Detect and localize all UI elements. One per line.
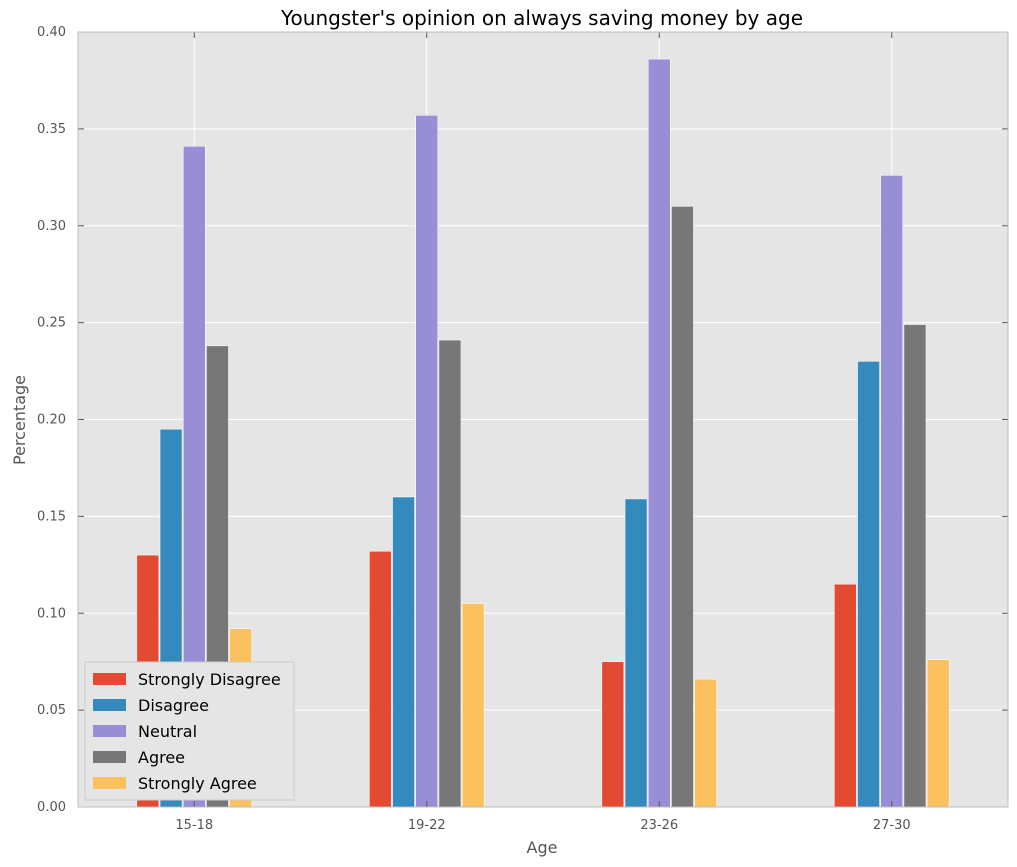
- legend-label: Strongly Disagree: [138, 670, 281, 689]
- bar-strongly-agree: [461, 603, 485, 808]
- y-tick-label: 0.00: [37, 800, 66, 815]
- plot-frame: [77, 31, 1009, 808]
- y-tick-label: 0.25: [37, 316, 66, 331]
- x-tick-label: 15-18: [175, 818, 213, 833]
- legend: Strongly Disagree Disagree Neutral Agree Str…: [84, 661, 295, 801]
- legend-label: Strongly Agree: [138, 774, 257, 793]
- bar-neutral: [648, 58, 671, 808]
- bar-strongly-agree: [926, 659, 950, 808]
- legend-label: Disagree: [138, 696, 209, 715]
- legend-label: Agree: [138, 748, 185, 767]
- bar-strongly-agree: [694, 678, 717, 808]
- y-tick-label: 0.05: [37, 703, 66, 718]
- legend-swatch: [93, 777, 126, 789]
- bar-disagree: [857, 361, 880, 808]
- bar-strongly-disagree: [834, 583, 857, 808]
- legend-label: Neutral: [138, 722, 197, 741]
- bar-disagree: [392, 496, 415, 808]
- x-tick-label: 23-26: [640, 818, 678, 833]
- legend-swatch: [93, 699, 126, 711]
- bar-strongly-disagree: [601, 661, 625, 808]
- bar-neutral: [415, 115, 438, 808]
- x-axis-title: Age: [527, 838, 558, 857]
- bar-agree: [671, 206, 694, 808]
- bar-neutral: [880, 175, 903, 808]
- y-tick-label: 0.40: [37, 25, 66, 40]
- bar-disagree: [624, 498, 648, 808]
- legend-swatch: [93, 673, 126, 685]
- y-axis-title: Percentage: [10, 375, 29, 465]
- y-tick-label: 0.10: [37, 606, 66, 621]
- bar-agree: [903, 324, 927, 808]
- x-tick-label: 19-22: [408, 818, 446, 833]
- y-tick-label: 0.20: [37, 413, 66, 428]
- x-tick-label: 27-30: [873, 818, 911, 833]
- y-tick-label: 0.15: [37, 509, 66, 524]
- y-tick-label: 0.35: [37, 122, 66, 137]
- legend-swatch: [93, 751, 126, 763]
- ticks-layer: 0.00 0.05 0.10 0.15 0.20 0.25 0.30 0.35 0.40 15-1…: [37, 25, 1009, 833]
- legend-swatch: [93, 725, 126, 737]
- chart-title: Youngster's opinion on always saving mon…: [280, 6, 803, 30]
- bar-agree: [438, 339, 462, 808]
- bar-strongly-disagree: [369, 551, 392, 808]
- y-tick-label: 0.30: [37, 219, 66, 234]
